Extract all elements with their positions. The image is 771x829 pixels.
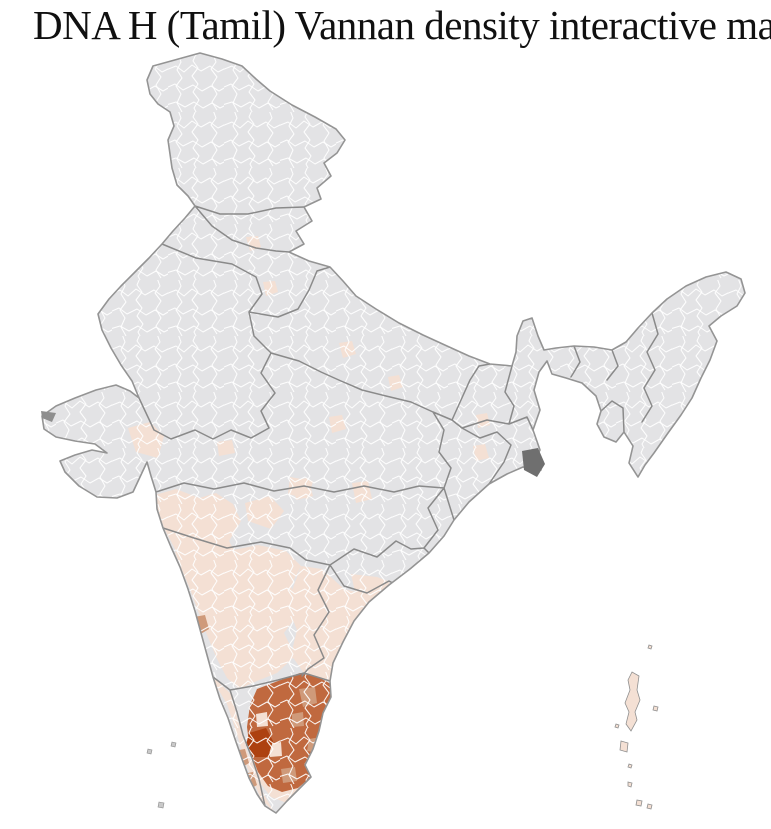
kutch-spit	[41, 411, 56, 422]
state-borders	[138, 205, 659, 807]
sundarbans[interactable]	[522, 448, 545, 477]
map-title: DNA H (Tamil) Vannan density interactive…	[33, 2, 771, 48]
andaman-nicobar-islands[interactable]	[614, 644, 659, 810]
lakshadweep-islands[interactable]	[146, 741, 177, 809]
india-outline	[41, 52, 746, 814]
